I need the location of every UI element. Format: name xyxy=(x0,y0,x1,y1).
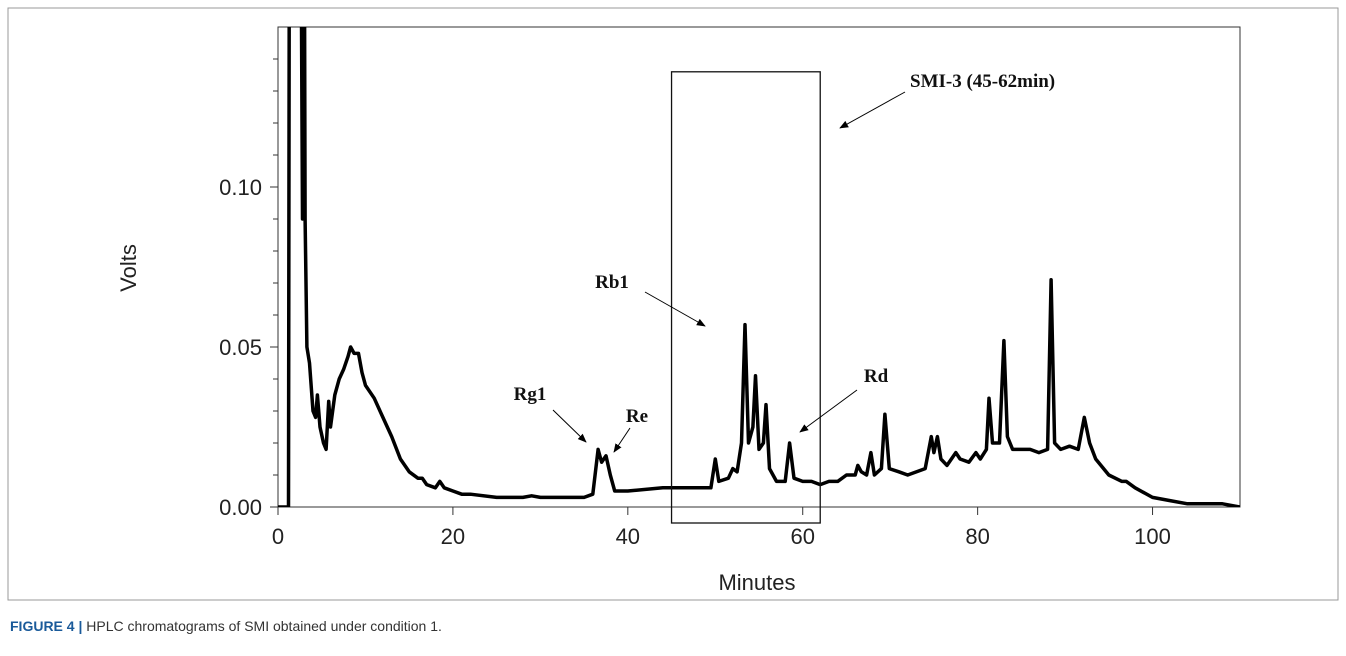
caption-label: FIGURE 4 | xyxy=(10,618,82,634)
y-tick-label: 0.00 xyxy=(219,495,262,520)
region-arrow xyxy=(839,91,906,129)
plot-frame xyxy=(277,26,1241,508)
x-tick-label: 0 xyxy=(272,524,284,549)
region-label: SMI-3 (45-62min) xyxy=(910,71,1055,92)
y-tick-label: 0.10 xyxy=(219,175,262,200)
peak-label: Re xyxy=(626,406,648,427)
chromatogram-line xyxy=(278,27,1240,507)
y-tick-label: 0.05 xyxy=(219,335,262,360)
x-tick-label: 40 xyxy=(616,524,640,549)
x-tick-label: 20 xyxy=(441,524,465,549)
x-tick-label: 100 xyxy=(1134,524,1171,549)
peak-arrow xyxy=(613,427,631,453)
figure-border xyxy=(7,7,1339,601)
y-axis-label: Volts xyxy=(116,244,141,292)
region-box xyxy=(670,71,821,524)
peak-arrow xyxy=(799,389,858,433)
caption-text: HPLC chromatograms of SMI obtained under… xyxy=(86,618,442,634)
peak-arrow xyxy=(552,409,587,443)
x-tick-label: 60 xyxy=(790,524,814,549)
x-tick-label: 80 xyxy=(965,524,989,549)
peak-arrow xyxy=(644,291,706,327)
caption: FIGURE 4 | HPLC chromatograms of SMI obt… xyxy=(10,618,442,634)
x-axis-label: Minutes xyxy=(718,570,795,595)
peak-label: Rb1 xyxy=(595,272,629,293)
peak-label: Rg1 xyxy=(514,384,547,405)
peak-label: Rd xyxy=(864,366,889,387)
